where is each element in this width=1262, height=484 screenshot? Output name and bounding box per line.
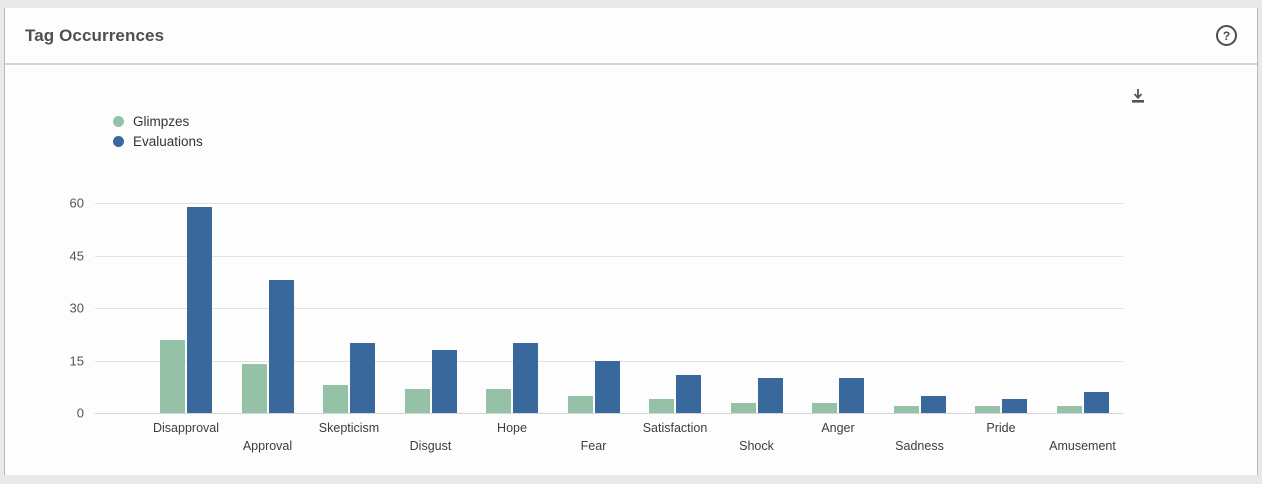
bar-evaluations-disapproval[interactable]	[187, 206, 212, 413]
bar-glimpzes-satisfaction[interactable]	[649, 399, 674, 413]
legend-label: Glimpzes	[133, 113, 190, 129]
bar-evaluations-shock[interactable]	[757, 378, 783, 413]
help-icon[interactable]: ?	[1216, 25, 1237, 46]
legend-item-evaluations[interactable]: Evaluations	[113, 131, 203, 151]
page-title: Tag Occurrences	[25, 25, 165, 45]
bar-evaluations-approval[interactable]	[268, 280, 294, 413]
bar-evaluations-sadness[interactable]	[920, 395, 946, 413]
gridline-0	[95, 413, 1123, 414]
legend-item-glimpzes[interactable]: Glimpzes	[113, 111, 203, 131]
x-axis-label-shock: Shock	[739, 439, 774, 453]
bar-glimpzes-sadness[interactable]	[893, 406, 919, 413]
bar-glimpzes-shock[interactable]	[730, 402, 756, 413]
bar-glimpzes-anger[interactable]	[812, 402, 837, 413]
y-axis-tick: 0	[76, 405, 84, 421]
evaluations-swatch-icon	[113, 135, 124, 147]
y-axis-tick: 30	[69, 300, 84, 316]
x-axis-label-approval: Approval	[242, 439, 293, 453]
x-axis-label-anger: Anger	[821, 421, 855, 435]
gridline-30	[95, 308, 1123, 309]
card-header: Tag Occurrences ?	[5, 8, 1257, 65]
x-axis-label-disgust: Disgust	[409, 439, 452, 453]
x-axis-label-fear: Fear	[580, 439, 607, 453]
plot-area: 0 15 30 45 60 Disapproval Approval Skepticism Di…	[70, 196, 1123, 453]
bar-evaluations-anger[interactable]	[839, 378, 864, 413]
bar-evaluations-disgust[interactable]	[431, 350, 457, 413]
bar-evaluations-fear[interactable]	[594, 360, 620, 413]
bar-evaluations-satisfaction[interactable]	[676, 374, 701, 413]
bar-glimpzes-fear[interactable]	[567, 395, 593, 413]
bar-glimpzes-hope[interactable]	[486, 388, 511, 413]
bar-evaluations-skepticism[interactable]	[350, 343, 375, 413]
bar-glimpzes-disgust[interactable]	[404, 388, 430, 413]
y-axis-tick: 45	[69, 248, 84, 263]
legend-label: Evaluations	[133, 133, 203, 149]
bar-glimpzes-disapproval[interactable]	[160, 339, 185, 413]
bar-evaluations-pride[interactable]	[1002, 399, 1027, 413]
x-axis-label-satisfaction: Satisfaction	[642, 421, 708, 435]
x-axis-label-disapproval: Disapproval	[152, 421, 220, 435]
x-axis-label-skepticism: Skepticism	[318, 421, 380, 435]
y-axis-tick: 60	[69, 195, 84, 211]
bar-glimpzes-skepticism[interactable]	[323, 385, 348, 413]
chart-panel: Glimpzes Evaluations 0 15 30 45 60 Disapprova…	[5, 65, 1257, 475]
gridline-45	[95, 255, 1123, 257]
x-axis-label-pride: Pride	[986, 421, 1016, 435]
x-axis-label-amusement: Amusement	[1049, 439, 1116, 453]
download-icon[interactable]	[1129, 87, 1147, 105]
y-axis-tick: 15	[69, 353, 84, 368]
bar-glimpzes-pride[interactable]	[975, 406, 1000, 413]
x-axis-label-hope: Hope	[497, 421, 527, 435]
bar-evaluations-hope[interactable]	[513, 343, 538, 413]
gridline-60	[95, 203, 1123, 204]
chart-legend: Glimpzes Evaluations	[113, 111, 203, 151]
x-axis-label-sadness: Sadness	[895, 439, 944, 453]
glimpzes-swatch-icon	[113, 115, 124, 127]
bar-evaluations-amusement[interactable]	[1083, 392, 1109, 413]
bar-glimpzes-amusement[interactable]	[1056, 406, 1082, 413]
tag-occurrences-card: Tag Occurrences ? Glimpzes Evaluations 0…	[4, 8, 1258, 475]
bar-glimpzes-approval[interactable]	[241, 364, 267, 413]
